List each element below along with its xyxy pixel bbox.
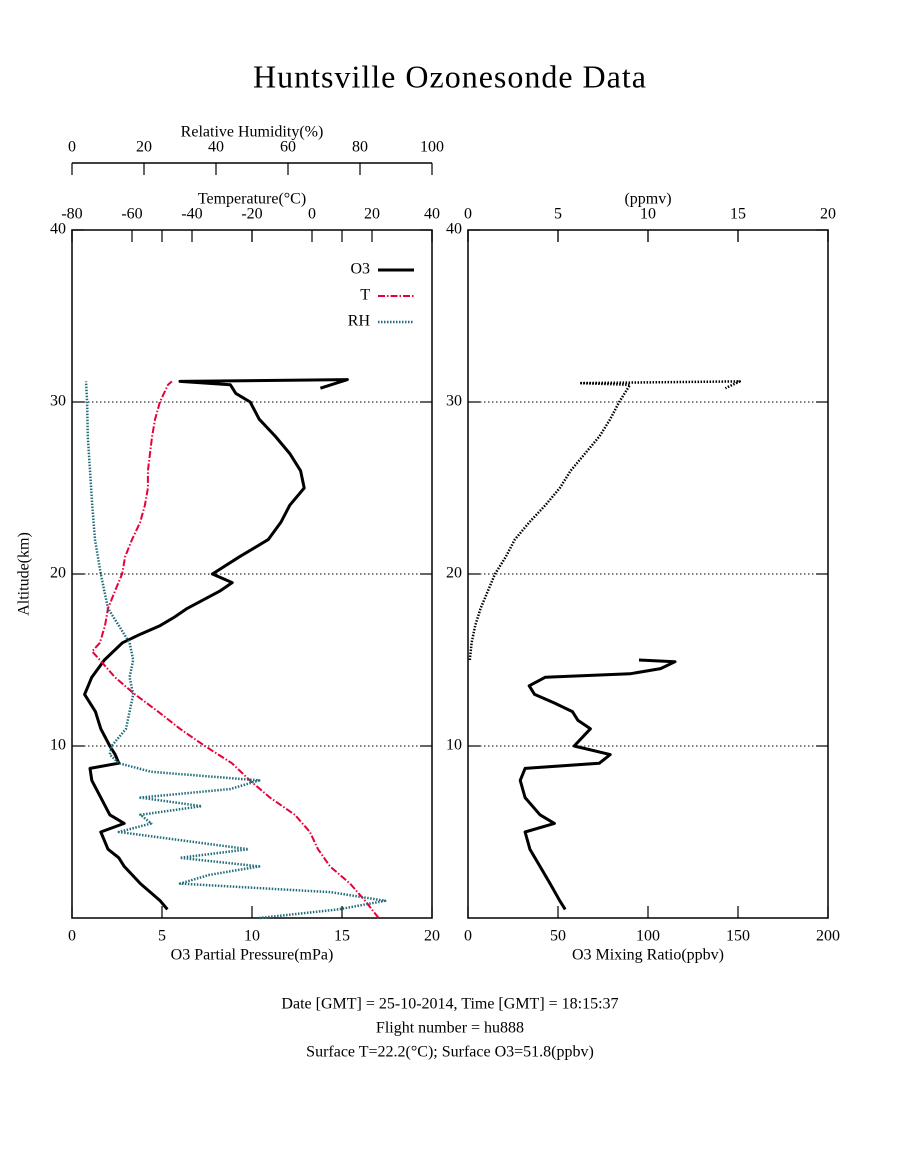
y-axis-title: Altitude(km) [16, 532, 33, 616]
y-tick-label: 10 [446, 737, 462, 754]
x-tick-label: 100 [420, 139, 444, 156]
profile-line [91, 380, 380, 919]
page-title: Huntsville Ozonesonde Data [253, 58, 647, 94]
x-tick-label: -60 [121, 206, 142, 223]
x-tick-label: 60 [280, 139, 296, 156]
legend-label: RH [348, 313, 371, 330]
x-tick-label: 0 [308, 206, 316, 223]
x-tick-label: 20 [364, 206, 380, 223]
profile-line [468, 380, 742, 661]
x-tick-label: -20 [241, 206, 262, 223]
legend-label: O3 [350, 261, 370, 278]
y-tick-label: 40 [446, 221, 462, 238]
x-tick-label: 0 [464, 928, 472, 945]
x-tick-label: 15 [334, 928, 350, 945]
plot-frame [71, 229, 433, 919]
footer-line: Flight number = hu888 [376, 1020, 524, 1037]
x-tick-label: 200 [816, 928, 840, 945]
profile-line [518, 658, 677, 911]
x-axis-title: Relative Humidity(%) [181, 124, 324, 141]
profile-line [83, 378, 349, 911]
y-tick-label: 30 [446, 393, 462, 410]
x-tick-label: -80 [61, 206, 82, 223]
x-tick-label: 40 [208, 139, 224, 156]
y-tick-label: 40 [50, 221, 66, 238]
y-tick-label: 10 [50, 737, 66, 754]
x-tick-label: 50 [550, 928, 566, 945]
y-tick-label: 20 [446, 565, 462, 582]
footer-line: Surface T=22.2(°C); Surface O3=51.8(ppbv… [306, 1044, 594, 1061]
x-tick-label: 10 [640, 206, 656, 223]
x-axis-title: O3 Partial Pressure(mPa) [171, 947, 334, 964]
y-tick-label: 20 [50, 565, 66, 582]
plot-frame [467, 229, 829, 919]
x-tick-label: -40 [181, 206, 202, 223]
x-tick-label: 150 [726, 928, 750, 945]
x-tick-label: 0 [464, 206, 472, 223]
x-tick-label: 0 [68, 139, 76, 156]
x-tick-label: 20 [424, 928, 440, 945]
x-tick-label: 40 [424, 206, 440, 223]
x-axis-title: O3 Mixing Ratio(ppbv) [572, 947, 724, 964]
footer-line: Date [GMT] = 25-10-2014, Time [GMT] = 18… [281, 996, 618, 1013]
x-tick-label: 20 [820, 206, 836, 223]
legend-label: T [360, 287, 370, 304]
x-tick-label: 15 [730, 206, 746, 223]
x-tick-label: 0 [68, 928, 76, 945]
profile-line [84, 381, 387, 920]
x-tick-label: 10 [244, 928, 260, 945]
x-tick-label: 5 [554, 206, 562, 223]
x-tick-label: 80 [352, 139, 368, 156]
y-tick-label: 30 [50, 393, 66, 410]
x-axis-title: (ppmv) [624, 191, 671, 208]
x-tick-label: 5 [158, 928, 166, 945]
x-tick-label: 20 [136, 139, 152, 156]
x-tick-label: 100 [636, 928, 660, 945]
x-axis-title: Temperature(°C) [198, 191, 306, 208]
